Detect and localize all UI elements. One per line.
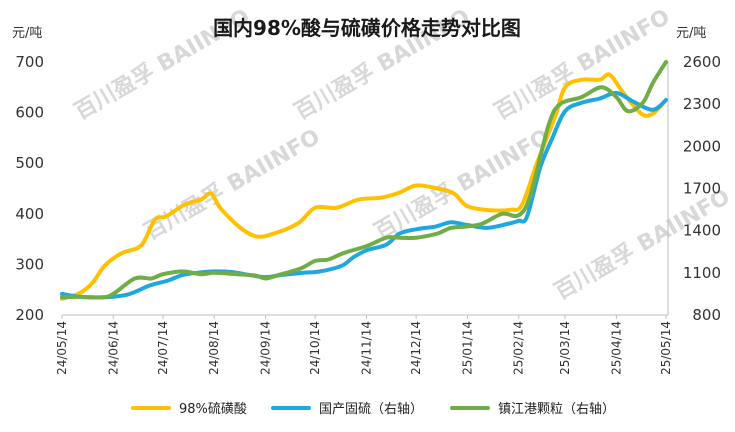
- x-tick-label: 24/10/14: [308, 321, 322, 375]
- series-line-3: [60, 60, 668, 300]
- right-y-tick-label: 2000: [683, 137, 721, 155]
- watermark-text: 百川盈孚 BAIINFO: [140, 124, 324, 246]
- left-y-tick-label: 300: [15, 255, 44, 273]
- x-tick-label: 24/09/14: [259, 321, 273, 375]
- x-tick-label: 24/11/14: [359, 321, 373, 375]
- left-y-tick-label: 400: [15, 205, 44, 223]
- right-y-tick-label: 800: [692, 306, 721, 324]
- x-tick-label: 25/05/14: [659, 321, 673, 375]
- right-y-tick-label: 1100: [683, 264, 721, 282]
- right-axis-unit: 元/吨: [676, 26, 706, 41]
- x-tick-label: 24/12/14: [409, 321, 423, 375]
- right-y-tick-label: 1700: [683, 180, 721, 198]
- legend-label-3: 镇江港颗粒（右轴）: [498, 402, 615, 417]
- watermark-text: 百川盈孚 BAIINFO: [550, 184, 734, 306]
- axes: 200 300 400 500 600 700 800 1100 1400 1700 2000 230…: [15, 53, 721, 375]
- right-y-tick-label: 1400: [683, 222, 721, 240]
- chart-title: 国内98%酸与硫磺价格走势对比图: [213, 16, 521, 40]
- series-line-1: [60, 72, 668, 301]
- series-line-2: [60, 90, 668, 300]
- x-tick-label: 25/02/14: [512, 321, 526, 375]
- x-tick-label: 25/01/14: [460, 321, 474, 375]
- left-y-tick-label: 500: [15, 154, 44, 172]
- legend-label-1: 98%硫磺酸: [179, 402, 247, 417]
- right-y-tick-label: 2600: [683, 53, 721, 71]
- watermark-layer: 百川盈孚 BAIINFO 百川盈孚 BAIINFO 百川盈孚 BAIINFO百川盈孚…: [70, 4, 734, 306]
- left-y-tick-label: 700: [15, 53, 44, 71]
- x-tick-label: 24/06/14: [106, 321, 120, 375]
- x-tick-label: 24/07/14: [156, 321, 170, 375]
- x-tick-label: 24/08/14: [207, 321, 221, 375]
- plot-area: [60, 60, 668, 301]
- x-tick-label: 25/03/14: [558, 321, 572, 375]
- left-axis-unit: 元/吨: [12, 26, 42, 41]
- left-y-tick-label: 600: [15, 104, 44, 122]
- left-y-tick-label: 200: [15, 306, 44, 324]
- right-y-tick-label: 2300: [683, 95, 721, 113]
- x-tick-label: 25/04/14: [609, 321, 623, 375]
- x-tick-label: 24/05/14: [55, 321, 69, 375]
- legend: 98%硫磺酸 国产固硫（右轴） 镇江港颗粒（右轴）: [131, 402, 615, 417]
- legend-label-2: 国产固硫（右轴）: [319, 402, 423, 417]
